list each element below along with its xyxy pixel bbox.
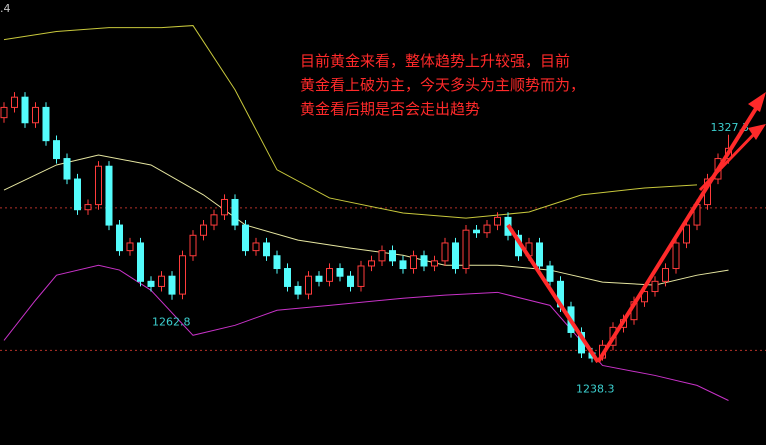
candle-body — [357, 265, 365, 287]
candle-body — [389, 250, 396, 262]
candle-body — [137, 242, 144, 282]
trend-line — [506, 223, 600, 364]
candle-body — [126, 242, 134, 252]
candle-body — [294, 285, 302, 295]
band-line — [3, 25, 698, 219]
candle-body — [399, 260, 407, 270]
candle-body — [158, 275, 165, 287]
low-label: 1238.3 — [576, 382, 615, 395]
candle-body — [105, 165, 113, 226]
candle-body — [273, 255, 281, 270]
high-label: 1327.3 — [711, 121, 750, 134]
band-line — [3, 154, 729, 286]
candle-body — [32, 106, 39, 124]
candle-body — [53, 140, 60, 160]
trend-line — [698, 128, 760, 192]
annotation: 目前黄金来看，整体趋势上升较强，目前 — [300, 52, 570, 70]
candle-body — [168, 275, 176, 295]
candle-body — [683, 224, 690, 244]
candle-body — [84, 204, 92, 211]
candle-body — [410, 255, 417, 270]
candle-body — [546, 265, 554, 282]
candle-body — [473, 229, 480, 234]
candle-body — [326, 268, 333, 282]
top-label: .4 — [0, 2, 11, 15]
candle-body — [42, 106, 50, 142]
candle-body — [200, 224, 207, 236]
candle-body — [263, 242, 270, 257]
candle-body — [441, 242, 449, 262]
candle-body — [347, 275, 354, 287]
candle-body — [315, 275, 323, 282]
candle-body — [21, 96, 29, 124]
candle-body — [189, 234, 197, 257]
candle-body — [651, 280, 659, 293]
annotation: 黄金看后期是否会走出趋势 — [300, 100, 480, 118]
candle-body — [305, 275, 312, 295]
candle-body — [641, 291, 648, 303]
candle-body — [672, 242, 680, 270]
candle-body — [95, 165, 102, 206]
trend-arrows — [506, 92, 766, 364]
candle-body — [210, 214, 218, 226]
candle-body — [63, 158, 71, 180]
candle-body — [221, 198, 228, 216]
candle-body — [368, 260, 375, 267]
band-line — [3, 264, 729, 401]
candle-body — [378, 250, 386, 262]
low-label: 1262.8 — [152, 316, 191, 329]
arrow-head — [748, 92, 766, 112]
candle-body — [242, 224, 249, 252]
candle-body — [147, 280, 155, 287]
candle-body — [11, 96, 18, 108]
candle-body — [483, 224, 491, 234]
candle-body — [494, 216, 501, 226]
trend-line — [596, 100, 762, 364]
candle-body — [0, 106, 8, 119]
arrow-head — [748, 124, 766, 140]
candle-body — [420, 255, 428, 267]
candle-body — [252, 242, 260, 252]
annotation: 黄金看上破为主，今天多头为主顺势而为， — [300, 76, 585, 94]
candle-body — [336, 268, 344, 277]
candle-body — [284, 268, 291, 287]
candle-body — [536, 242, 543, 267]
candle-body — [179, 255, 186, 295]
candle-body — [462, 229, 470, 270]
candle-body — [231, 198, 239, 226]
candle-body — [431, 260, 438, 267]
candle-body — [74, 178, 81, 211]
candle-body — [662, 268, 669, 282]
candle-body — [452, 242, 459, 270]
candle-body — [116, 224, 123, 252]
